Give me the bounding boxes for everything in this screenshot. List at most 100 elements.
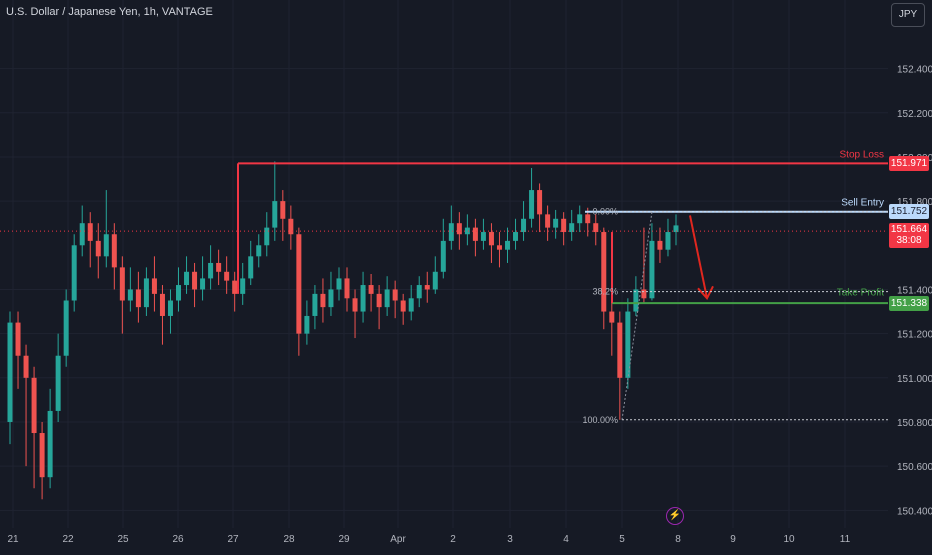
- candle-body: [192, 271, 198, 290]
- candle-body: [649, 240, 655, 299]
- candle-body: [208, 262, 214, 279]
- candle-body: [641, 289, 647, 299]
- sell-entry-price-tag: 151.752: [889, 204, 929, 220]
- candle-body: [143, 278, 149, 308]
- fib-trendline: [621, 211, 653, 420]
- candle-body: [432, 271, 438, 290]
- candle-body: [496, 245, 502, 250]
- candle-body: [95, 240, 101, 257]
- candle-body: [328, 289, 334, 308]
- x-tick-label: 4: [563, 534, 569, 545]
- candle-body: [232, 280, 238, 294]
- candle-body: [504, 240, 510, 250]
- candle-body: [248, 256, 254, 279]
- fib-level-label: 38.2%: [592, 287, 618, 297]
- y-tick-label: 151.400: [897, 285, 932, 296]
- candle-body: [529, 190, 535, 219]
- candle-body: [31, 377, 37, 434]
- candle-body: [440, 240, 446, 272]
- candle-body: [320, 293, 326, 308]
- x-tick-label: 22: [62, 534, 74, 545]
- candle-body: [47, 410, 53, 478]
- candle-body: [39, 433, 45, 478]
- x-tick-label: 3: [507, 534, 513, 545]
- lightning-icon[interactable]: ⚡: [666, 507, 684, 525]
- candle-body: [384, 289, 390, 308]
- x-tick-label: 11: [840, 534, 851, 545]
- candle-body: [224, 271, 230, 281]
- candle-body: [408, 298, 414, 312]
- candle-body: [87, 223, 93, 241]
- candle-body: [665, 232, 671, 250]
- x-tick-label: 9: [730, 534, 736, 545]
- candle-body: [184, 271, 190, 286]
- candle-body: [159, 293, 165, 316]
- candle-body: [585, 214, 591, 224]
- y-tick-label: 150.800: [897, 418, 932, 429]
- candle-body: [55, 355, 61, 411]
- candle-body: [79, 223, 85, 246]
- candle-body: [368, 285, 374, 294]
- candle-body: [151, 278, 157, 294]
- currency-button[interactable]: JPY: [891, 3, 925, 27]
- candle-body: [593, 223, 599, 233]
- x-tick-label: 8: [675, 534, 681, 545]
- candle-body: [256, 245, 262, 257]
- candle-body: [127, 289, 133, 301]
- candle-body: [400, 300, 406, 312]
- stop-loss-price-tag: 151.971: [889, 155, 929, 171]
- candle-body: [376, 293, 382, 308]
- candle-body: [272, 201, 278, 228]
- x-tick-label: 10: [783, 534, 795, 545]
- x-tick-label: 2: [450, 534, 456, 545]
- forecast-arrow-head: [697, 285, 714, 301]
- candle-body: [176, 285, 182, 301]
- candle-body: [456, 223, 462, 235]
- candle-body: [296, 234, 302, 334]
- current-price-value: 151.664: [890, 224, 928, 236]
- candle-body: [119, 267, 125, 301]
- candle-body: [216, 262, 222, 272]
- candle-body: [657, 240, 663, 250]
- candle-body: [23, 355, 29, 378]
- candle-body: [488, 232, 494, 246]
- candle-body: [360, 285, 366, 312]
- take-profit-label: Take Profit: [837, 288, 884, 299]
- candle-body: [111, 234, 117, 268]
- candle-body: [312, 293, 318, 316]
- x-tick-label: Apr: [390, 534, 406, 545]
- y-tick-label: 152.400: [897, 65, 932, 76]
- candle-body: [609, 311, 615, 323]
- candle-body: [264, 227, 270, 246]
- y-tick-label: 151.000: [897, 374, 932, 385]
- candle-body: [577, 214, 583, 224]
- candle-body: [71, 245, 77, 301]
- x-tick-label: 25: [117, 534, 129, 545]
- candle-body: [15, 322, 21, 356]
- x-tick-label: 27: [227, 534, 239, 545]
- stop-loss-label: Stop Loss: [840, 149, 884, 160]
- candle-body: [513, 232, 519, 241]
- candle-body: [416, 285, 422, 299]
- candle-body: [167, 300, 173, 316]
- candle-body: [472, 227, 478, 241]
- forecast-arrow-shaft: [689, 215, 708, 299]
- y-tick-label: 150.600: [897, 462, 932, 473]
- candle-body: [240, 278, 246, 294]
- candle-body: [561, 218, 567, 233]
- candle-body: [103, 234, 109, 257]
- candle-body: [344, 278, 350, 299]
- x-tick-label: 29: [338, 534, 350, 545]
- candle-body: [336, 278, 342, 290]
- candle-body: [569, 223, 575, 233]
- candle-body: [304, 315, 310, 334]
- take-profit-price-tag: 151.338: [889, 295, 929, 311]
- candle-body: [521, 218, 527, 233]
- x-tick-label: 28: [283, 534, 295, 545]
- y-tick-label: 151.200: [897, 330, 932, 341]
- sell-entry-label: Sell Entry: [841, 198, 884, 209]
- candle-body: [545, 214, 551, 228]
- candle-body: [537, 190, 543, 215]
